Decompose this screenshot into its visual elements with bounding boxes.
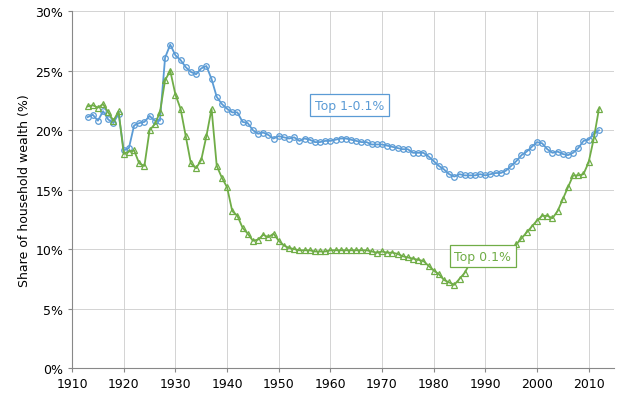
Top 1-0.1% — [187, 70, 194, 75]
Top 1-0.1% — [394, 146, 401, 151]
Top 1-0.1% — [580, 139, 587, 144]
Line: Top 1-0.1%: Top 1-0.1% — [85, 43, 602, 180]
Top 0.1% — [167, 69, 174, 74]
Top 0.1% — [187, 162, 194, 166]
Top 1-0.1% — [167, 43, 174, 48]
Text: Top 1-0.1%: Top 1-0.1% — [315, 99, 384, 112]
Top 0.1% — [595, 107, 603, 112]
Line: Top 0.1%: Top 0.1% — [85, 69, 602, 288]
Top 0.1% — [352, 248, 360, 253]
Top 1-0.1% — [352, 139, 360, 144]
Y-axis label: Share of household wealth (%): Share of household wealth (%) — [18, 94, 31, 286]
Top 1-0.1% — [84, 115, 92, 120]
Top 1-0.1% — [208, 77, 215, 82]
Top 0.1% — [451, 283, 458, 288]
Top 0.1% — [208, 107, 215, 112]
Top 0.1% — [394, 252, 401, 257]
Top 0.1% — [564, 185, 572, 190]
Top 0.1% — [580, 172, 587, 177]
Top 1-0.1% — [564, 153, 572, 158]
Text: Top 0.1%: Top 0.1% — [455, 250, 512, 263]
Top 0.1% — [84, 105, 92, 110]
Top 1-0.1% — [595, 128, 603, 133]
Top 1-0.1% — [451, 175, 458, 180]
